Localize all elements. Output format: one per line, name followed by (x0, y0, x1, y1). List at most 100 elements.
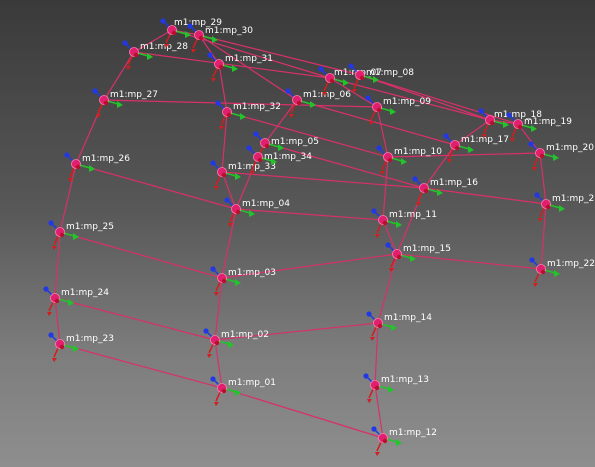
marker-mp_04[interactable]: m1:mp_04 (224, 197, 290, 227)
axis-z-tip-icon (385, 242, 391, 248)
axis-z-tip-icon (376, 145, 382, 151)
axis-y-arrow-icon (147, 53, 153, 60)
marker-mp_06[interactable]: m1:mp_06 (285, 88, 351, 118)
marker-mp_19[interactable]: m1:mp_19 (506, 112, 572, 142)
marker-label: m1:mp_05 (271, 137, 319, 147)
marker-mp_23[interactable]: m1:mp_23 (48, 332, 114, 362)
axis-x-arrow-icon (214, 292, 219, 296)
marker-mp_12[interactable]: m1:mp_12 (371, 426, 437, 456)
marker-mp_22[interactable]: m1:mp_22 (529, 257, 595, 287)
marker-mp_08[interactable]: m1:mp_08 (348, 63, 414, 93)
axis-y-arrow-icon (343, 79, 349, 86)
marker-mp_28[interactable]: m1:mp_28 (122, 40, 188, 70)
marker-points: m1:mp_01 m1:mp_02 m1:mp_03 m1:mp_04 m1:mp_05… (43, 18, 595, 456)
marker-mp_16[interactable]: m1:mp_16 (412, 176, 478, 206)
axis-y-arrow-icon (396, 221, 402, 228)
connection-line (221, 208, 237, 279)
marker-mp_26[interactable]: m1:mp_26 (64, 152, 130, 182)
axis-y-arrow-icon (249, 210, 255, 217)
axis-y-arrow-icon (468, 146, 474, 153)
marker-mp_15[interactable]: m1:mp_15 (385, 242, 451, 272)
marker-connections (54, 29, 547, 439)
axis-x-arrow-icon (416, 202, 421, 206)
axis-x-arrow-icon (370, 337, 375, 341)
marker-label: m1:mp_08 (366, 68, 414, 78)
marker-mp_34[interactable]: m1:mp_34 (246, 145, 312, 175)
connection-line (214, 322, 379, 341)
axis-x-arrow-icon (482, 134, 487, 138)
marker-label: m1:mp_28 (140, 42, 188, 52)
marker-mp_31[interactable]: m1:mp_31 (207, 52, 273, 82)
marker-mp_10[interactable]: m1:mp_10 (376, 145, 442, 175)
axis-y-arrow-icon (391, 324, 397, 331)
marker-mp_27[interactable]: m1:mp_27 (92, 88, 158, 118)
marker-mp_30[interactable]: m1:mp_30 (187, 23, 253, 53)
marker-mp_18[interactable]: m1:mp_18 (478, 108, 542, 138)
marker-mp_03[interactable]: m1:mp_03 (210, 266, 276, 296)
axis-x-arrow-icon (250, 171, 255, 175)
axis-z-tip-icon (160, 18, 166, 24)
marker-label: m1:mp_25 (66, 222, 114, 232)
axis-z-tip-icon (443, 133, 449, 139)
axis-z-tip-icon (48, 220, 54, 226)
connection-line (59, 231, 223, 279)
marker-pivot-icon (382, 220, 388, 226)
marker-mp_25[interactable]: m1:mp_25 (48, 220, 114, 250)
connection-line (359, 74, 491, 121)
marker-mp_32[interactable]: m1:mp_32 (215, 100, 281, 130)
connection-line (54, 231, 61, 299)
marker-mp_29[interactable]: m1:mp_29 (160, 18, 222, 48)
marker-mp_24[interactable]: m1:mp_24 (43, 286, 109, 316)
marker-mp_09[interactable]: m1:mp_09 (365, 95, 431, 125)
marker-mp_14[interactable]: m1:mp_14 (366, 311, 432, 341)
connection-line (376, 106, 389, 158)
axis-x-arrow-icon (533, 283, 538, 287)
axis-x-arrow-icon (389, 268, 394, 272)
marker-pivot-icon (75, 164, 81, 170)
axis-y-arrow-icon (388, 386, 394, 393)
axis-y-arrow-icon (228, 341, 234, 348)
axis-z-tip-icon (371, 208, 377, 214)
axis-x-arrow-icon (191, 49, 196, 53)
marker-mp_20[interactable]: m1:mp_20 (528, 141, 594, 171)
axis-y-arrow-icon (271, 158, 277, 165)
marker-label: m1:mp_21 (552, 194, 595, 204)
marker-label: m1:mp_24 (61, 288, 109, 298)
connection-line (218, 63, 228, 113)
axis-y-arrow-icon (235, 279, 241, 286)
marker-pivot-icon (545, 204, 551, 210)
marker-label: m1:mp_12 (389, 428, 437, 438)
axis-x-arrow-icon (510, 138, 515, 142)
axis-x-arrow-icon (207, 354, 212, 358)
axis-z-tip-icon (534, 192, 540, 198)
axis-z-tip-icon (365, 95, 371, 101)
axis-y-arrow-icon (73, 345, 79, 352)
connection-line (54, 297, 216, 341)
connection-line (214, 339, 223, 389)
axis-z-tip-icon (215, 100, 221, 106)
marker-pivot-icon (517, 124, 523, 130)
marker-mp_11[interactable]: m1:mp_11 (371, 208, 437, 238)
marker-mp_13[interactable]: m1:mp_13 (363, 373, 429, 403)
connection-line (296, 99, 456, 146)
marker-mp_33[interactable]: m1:mp_33 (210, 160, 276, 190)
marker-pivot-icon (396, 254, 402, 260)
axis-y-arrow-icon (240, 113, 246, 120)
marker-mp_17[interactable]: m1:mp_17 (443, 133, 509, 163)
axis-y-arrow-icon (212, 36, 218, 43)
axis-y-arrow-icon (401, 158, 407, 165)
marker-label: m1:mp_26 (82, 154, 130, 164)
axis-x-arrow-icon (214, 402, 219, 406)
axis-x-arrow-icon (126, 66, 131, 70)
connection-line (103, 99, 378, 108)
marker-mp_05[interactable]: m1:mp_05 (253, 131, 319, 161)
axis-x-arrow-icon (211, 78, 216, 82)
axis-x-arrow-icon (219, 126, 224, 130)
marker-mp_21[interactable]: m1:mp_21 (534, 192, 595, 222)
marker-pivot-icon (171, 30, 177, 36)
marker-mp_02[interactable]: m1:mp_02 (203, 328, 269, 358)
marker-mp_01[interactable]: m1:mp_01 (210, 376, 276, 406)
axis-y-arrow-icon (396, 439, 402, 446)
